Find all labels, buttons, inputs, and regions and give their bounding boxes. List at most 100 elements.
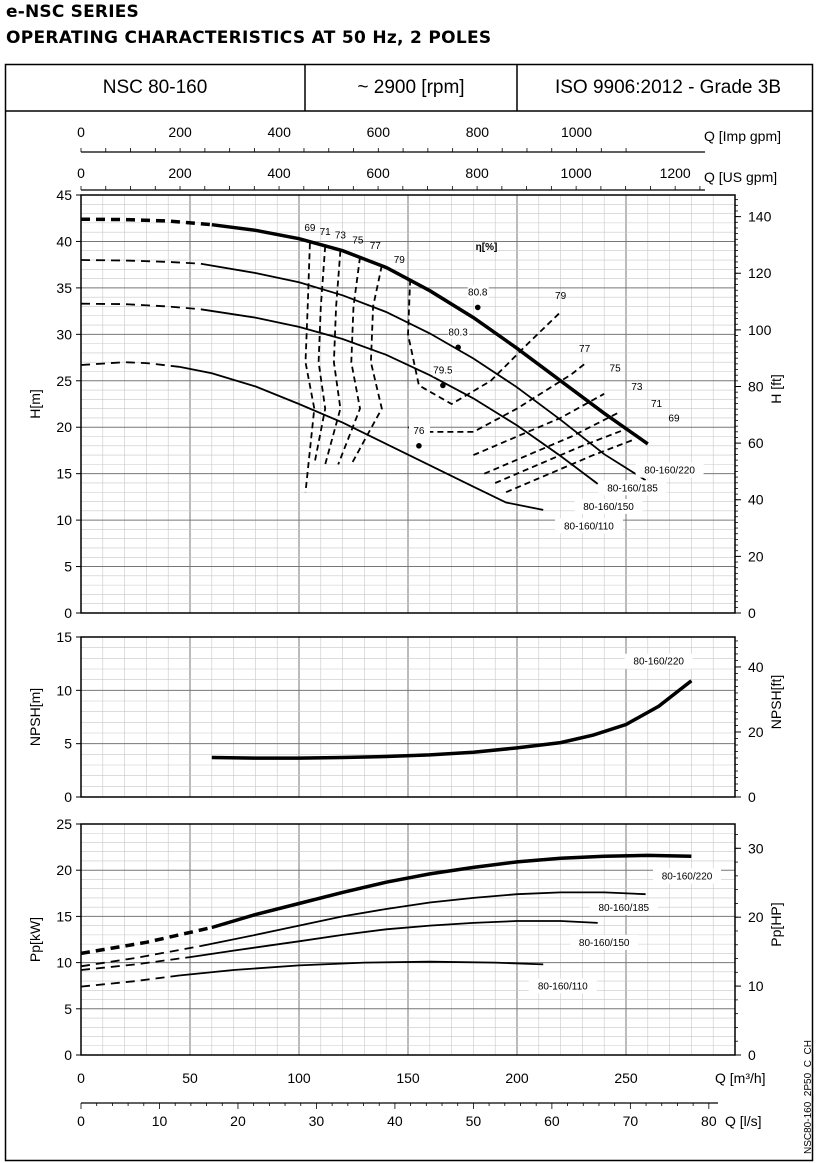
ls-tick-label: 0 [77,1113,85,1129]
series-label-bg [528,978,597,994]
panel1-ytick-label: 20 [56,419,72,435]
curve-80-160-110 [179,960,544,977]
ls-tick-label: 30 [309,1113,325,1129]
chart-heading: OPERATING CHARACTERISTICS AT 50 Hz, 2 PO… [6,28,492,48]
top-axis-2-tick-label: 400 [267,165,291,181]
panel1-y2label: H [ft] [768,374,784,404]
ls-axis-title: Q [l/s] [725,1113,762,1129]
panel1-ytick-label: 30 [56,326,72,342]
ls-tick-label: 10 [152,1113,168,1129]
efficiency-contour-label: 79 [394,255,406,266]
efficiency-contour-71 [313,246,327,465]
panel1-ytick-label: 45 [56,187,72,203]
top-axis-2-tick-label: 200 [168,165,192,181]
series-title: e-NSC SERIES [6,2,139,22]
curve-80-160-150 [200,308,599,485]
panel1-y2tick-label: 40 [748,492,764,508]
efficiency-contour-69 [505,438,636,494]
series-label-bg [570,934,639,950]
series-label-bg [653,868,722,884]
series-label-80-160-110: 80-160/110 [538,981,588,992]
efficiency-contour-71 [494,428,627,484]
panel1-ytick-label: 5 [64,559,72,575]
bep-point-80.8 [474,304,481,311]
bep-point-76 [416,443,422,449]
panel3-ytick-label: 5 [64,1001,72,1017]
panel1-frame [80,194,736,614]
panel1-y2tick-label: 20 [748,548,764,564]
panel1-ylabel: H[m] [27,389,43,419]
curve-80-160-185 [200,891,646,947]
panel2-y2tick-label: 20 [748,724,764,740]
ls-tick-label: 80 [701,1113,717,1129]
x-tick-label: 150 [396,1070,420,1086]
ls-tick-label: 70 [623,1113,639,1129]
panel3-frame [80,823,736,1056]
efficiency-title: η[%] [476,242,498,253]
bep-label-79.5: 79.5 [433,365,453,376]
bep-label-bg [448,325,470,339]
bep-label-80.3: 80.3 [448,327,468,338]
top-axis-1-tick-label: 0 [77,124,85,140]
curve-80-160-220 [211,222,649,446]
panel1-y2tick-label: 100 [748,322,772,338]
efficiency-contour-79 [407,279,562,406]
series-label-bg [554,518,623,534]
efficiency-contour-label: 73 [335,231,347,242]
efficiency-contour-label: 75 [610,363,622,374]
top-axis-2-tick-label: 800 [465,165,489,181]
efficiency-contour-73 [324,250,342,465]
efficiency-contour-73 [483,412,618,475]
panel2-ytick-label: 15 [56,629,72,645]
panel1-ytick-label: 40 [56,233,72,249]
header-model: NSC 80-160 [103,77,208,98]
efficiency-contour-label: 77 [370,241,382,252]
top-axis-1-tick-label: 200 [168,124,192,140]
efficiency-contour-label: 73 [631,382,643,393]
curve-80-160-185-dashed [80,259,201,265]
panel3-ylabel: Pp[kW] [27,917,43,962]
bep-label-bg [467,285,489,299]
ls-tick-label: 40 [387,1113,403,1129]
x-tick-label: 100 [287,1070,311,1086]
panel1-y2tick-label: 140 [748,209,772,225]
curve-80-160-150 [189,920,598,958]
efficiency-contour-label: 69 [668,414,680,425]
top-axis-2-tick-label: 1000 [561,165,592,181]
series-label-bg [624,653,693,669]
panel1-ytick-label: 10 [56,512,72,528]
top-axis-2-title: Q [US gpm] [704,169,777,185]
panel3-y2tick-label: 10 [748,978,764,994]
efficiency-contour-label: 69 [304,223,316,234]
header-speed: ~ 2900 [rpm] [357,77,464,98]
panel1-y2tick-label: 120 [748,265,772,281]
panel3-ytick-label: 15 [56,908,72,924]
efficiency-contour-label: 71 [651,399,663,410]
curve-80-160-185-dashed [80,945,202,968]
series-label-80-160-220: 80-160/220 [644,466,695,477]
curve-80-160-150-dashed [80,302,201,311]
x-tick-label: 0 [77,1070,85,1086]
panel3-y2tick-label: 30 [748,840,764,856]
panel3-ytick-label: 25 [56,816,72,832]
panel1-ytick-label: 25 [56,373,72,389]
x-tick-label: 250 [614,1070,638,1086]
curve-80-160-220 [211,679,693,760]
curve-80-160-220 [211,853,692,930]
panel2-ytick-label: 0 [64,789,72,805]
bep-label-80.8: 80.8 [468,287,488,298]
panel1-y2tick-label: 60 [748,435,764,451]
series-label-80-160-150: 80-160/150 [579,938,630,949]
panel1-ytick-label: 35 [56,280,72,296]
panel3-ytick-label: 20 [56,862,72,878]
panel2-y2tick-label: 0 [748,789,756,805]
efficiency-contour-75 [473,393,605,456]
panel1-y2tick-label: 80 [748,378,764,394]
top-axis-1-title: Q [Imp gpm] [704,128,781,144]
bep-label-bg [408,423,430,437]
curve-80-160-110-dashed [80,361,180,368]
curve-80-160-185 [200,262,647,481]
curve-80-160-220-dashed [80,217,212,227]
curve-80-160-220-dashed [80,925,213,956]
panel2-frame [80,636,736,798]
